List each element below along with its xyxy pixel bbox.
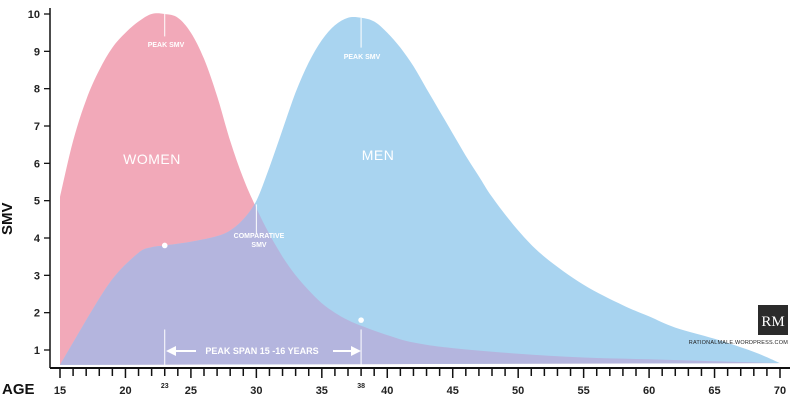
x-tick-label: 65 — [708, 385, 720, 397]
y-tick-label: 1 — [34, 345, 40, 357]
x-tick-label: 60 — [643, 385, 655, 397]
logo-text: RM — [761, 314, 784, 330]
x-tick-label: 20 — [119, 385, 131, 397]
x-tick-label: 30 — [250, 385, 262, 397]
guide-lines — [164, 14, 362, 367]
x-ticks: 15 20 25 30 35 40 45 50 55 60 65 70 23 38 — [54, 368, 786, 397]
data-marker — [161, 242, 168, 249]
y-tick-label: 2 — [34, 308, 40, 320]
x-axis-label: AGE — [2, 381, 35, 398]
y-ticks: 1 2 3 4 5 6 7 8 9 10 — [28, 9, 50, 357]
x-tick-label: 45 — [447, 385, 459, 397]
y-tick-label: 9 — [34, 46, 40, 58]
y-tick-label: 3 — [34, 270, 40, 282]
comparative-label-2: SMV — [251, 242, 267, 249]
data-marker — [358, 317, 364, 323]
rm-logo: RM — [758, 305, 788, 335]
x-tick-label: 35 — [316, 385, 328, 397]
y-tick-label: 10 — [28, 9, 40, 21]
x-tick-label: 70 — [774, 385, 786, 397]
x-tick-label: 15 — [54, 385, 66, 397]
y-axis-label: SMV — [0, 202, 16, 235]
peak-men-label: PEAK SMV — [344, 54, 381, 61]
x-tick-label: 25 — [185, 385, 197, 397]
y-tick-label: 8 — [34, 84, 40, 96]
peak-span-label: PEAK SPAN 15 -16 YEARS — [205, 346, 318, 356]
men-label: MEN — [362, 147, 395, 163]
peak-women-label: PEAK SMV — [148, 42, 185, 49]
x-tick-label-small: 23 — [161, 383, 169, 390]
x-tick-label: 40 — [381, 385, 393, 397]
x-tick-label: 55 — [578, 385, 590, 397]
credit-text: RATIONALMALE.WORDPRESS.COM — [689, 340, 788, 346]
x-tick-label-small: 38 — [357, 383, 365, 390]
y-tick-label: 6 — [34, 158, 40, 170]
peak-span-arrow — [166, 346, 361, 356]
y-tick-label: 7 — [34, 121, 40, 133]
x-tick-label: 50 — [512, 385, 524, 397]
comparative-label-1: COMPARATIVE — [234, 233, 285, 240]
data-markers — [161, 242, 364, 323]
y-tick-label: 5 — [34, 196, 40, 208]
women-label: WOMEN — [123, 151, 181, 167]
y-tick-label: 4 — [34, 233, 41, 245]
